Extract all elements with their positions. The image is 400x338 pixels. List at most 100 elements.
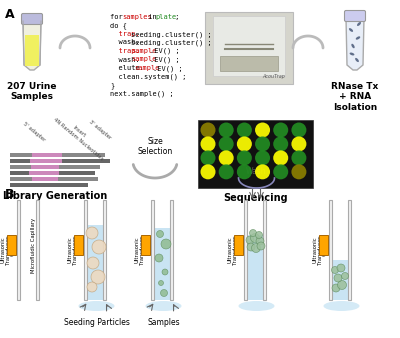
Text: next.sample() ;: next.sample() ; xyxy=(110,91,174,97)
Text: B: B xyxy=(5,188,14,201)
Circle shape xyxy=(160,290,168,296)
Bar xyxy=(205,12,293,84)
Bar xyxy=(234,235,243,255)
Circle shape xyxy=(246,236,254,244)
Circle shape xyxy=(257,242,265,250)
Text: Size
Selection: Size Selection xyxy=(137,137,173,156)
Text: wash.: wash. xyxy=(110,40,140,46)
Ellipse shape xyxy=(357,22,361,26)
Circle shape xyxy=(219,150,234,165)
Bar xyxy=(32,153,62,156)
Text: (off): (off) xyxy=(0,244,14,256)
Text: 5' adapter: 5' adapter xyxy=(22,121,46,143)
Text: A: A xyxy=(5,8,15,21)
Circle shape xyxy=(200,137,216,151)
Bar xyxy=(84,200,87,300)
Circle shape xyxy=(158,281,164,286)
Text: 207 Urine
Samples: 207 Urine Samples xyxy=(7,82,57,101)
Bar xyxy=(17,200,20,300)
Text: elute.: elute. xyxy=(110,65,144,71)
Circle shape xyxy=(219,137,234,151)
Text: Seeding Particles: Seeding Particles xyxy=(64,318,130,327)
Text: seeding.cluster() ;: seeding.cluster() ; xyxy=(131,31,212,38)
Bar xyxy=(170,200,173,300)
Text: seeding.cluster() ;: seeding.cluster() ; xyxy=(131,40,212,46)
Circle shape xyxy=(161,239,171,249)
Circle shape xyxy=(200,164,216,179)
Bar xyxy=(30,159,62,163)
Bar xyxy=(10,153,105,156)
Polygon shape xyxy=(25,35,39,66)
Circle shape xyxy=(87,282,97,292)
Bar xyxy=(263,200,266,300)
FancyBboxPatch shape xyxy=(344,10,366,22)
Bar xyxy=(244,200,247,300)
Text: (on): (on) xyxy=(225,245,241,256)
Circle shape xyxy=(255,122,270,138)
Text: Ultrasonic
Transducer: Ultrasonic Transducer xyxy=(228,235,238,265)
Bar xyxy=(36,200,39,300)
Bar xyxy=(151,200,154,300)
Bar xyxy=(247,235,263,300)
Circle shape xyxy=(256,237,264,245)
Circle shape xyxy=(332,284,340,292)
Text: Ultrasonic
Transducer: Ultrasonic Transducer xyxy=(68,235,78,265)
Bar xyxy=(74,235,83,255)
Text: .EV() ;: .EV() ; xyxy=(150,48,179,54)
Bar xyxy=(10,171,95,174)
Bar xyxy=(7,235,16,255)
Bar xyxy=(32,177,58,180)
Circle shape xyxy=(337,264,345,272)
Text: Ultrasonic
Transducer: Ultrasonic Transducer xyxy=(313,235,323,265)
Circle shape xyxy=(92,240,106,254)
Circle shape xyxy=(338,281,346,290)
Text: plate: plate xyxy=(156,14,177,20)
Circle shape xyxy=(292,150,306,165)
Circle shape xyxy=(252,243,260,252)
Text: }: } xyxy=(110,82,114,89)
Circle shape xyxy=(273,150,288,165)
Text: 4N Random Nucleotides: 4N Random Nucleotides xyxy=(52,117,104,162)
Circle shape xyxy=(342,272,348,280)
Circle shape xyxy=(247,243,255,251)
Bar xyxy=(213,16,285,76)
Ellipse shape xyxy=(324,301,360,311)
Ellipse shape xyxy=(356,37,360,40)
Circle shape xyxy=(237,137,252,151)
Text: RNase Tx
+ RNA
Isolation: RNase Tx + RNA Isolation xyxy=(331,82,379,112)
Circle shape xyxy=(219,164,234,179)
Text: sample: sample xyxy=(131,56,157,63)
Circle shape xyxy=(334,274,342,282)
Circle shape xyxy=(250,230,256,237)
Polygon shape xyxy=(23,21,41,70)
Text: Samples: Samples xyxy=(147,318,180,327)
Circle shape xyxy=(86,227,98,239)
Bar xyxy=(154,228,170,300)
Circle shape xyxy=(237,122,252,138)
Ellipse shape xyxy=(349,28,353,32)
Text: Library Generation: Library Generation xyxy=(3,191,107,201)
Text: sample: sample xyxy=(131,48,157,54)
Circle shape xyxy=(255,164,270,179)
Circle shape xyxy=(292,137,306,151)
Circle shape xyxy=(237,164,252,179)
Bar xyxy=(329,200,332,300)
Text: wash.: wash. xyxy=(110,56,140,63)
Bar xyxy=(319,235,328,255)
Circle shape xyxy=(91,270,105,284)
Text: AcouTrap: AcouTrap xyxy=(262,74,285,79)
Text: Sequencing: Sequencing xyxy=(223,193,288,203)
Text: (on): (on) xyxy=(132,245,148,256)
Circle shape xyxy=(292,122,306,138)
Circle shape xyxy=(237,150,252,165)
Text: Wash: Wash xyxy=(246,167,267,176)
Text: trap.: trap. xyxy=(110,48,140,54)
Bar xyxy=(198,120,313,188)
Circle shape xyxy=(332,266,338,273)
Circle shape xyxy=(200,150,216,165)
Ellipse shape xyxy=(355,58,359,62)
Circle shape xyxy=(255,137,270,151)
Bar xyxy=(10,159,110,163)
Bar xyxy=(220,56,278,71)
Circle shape xyxy=(273,164,288,179)
